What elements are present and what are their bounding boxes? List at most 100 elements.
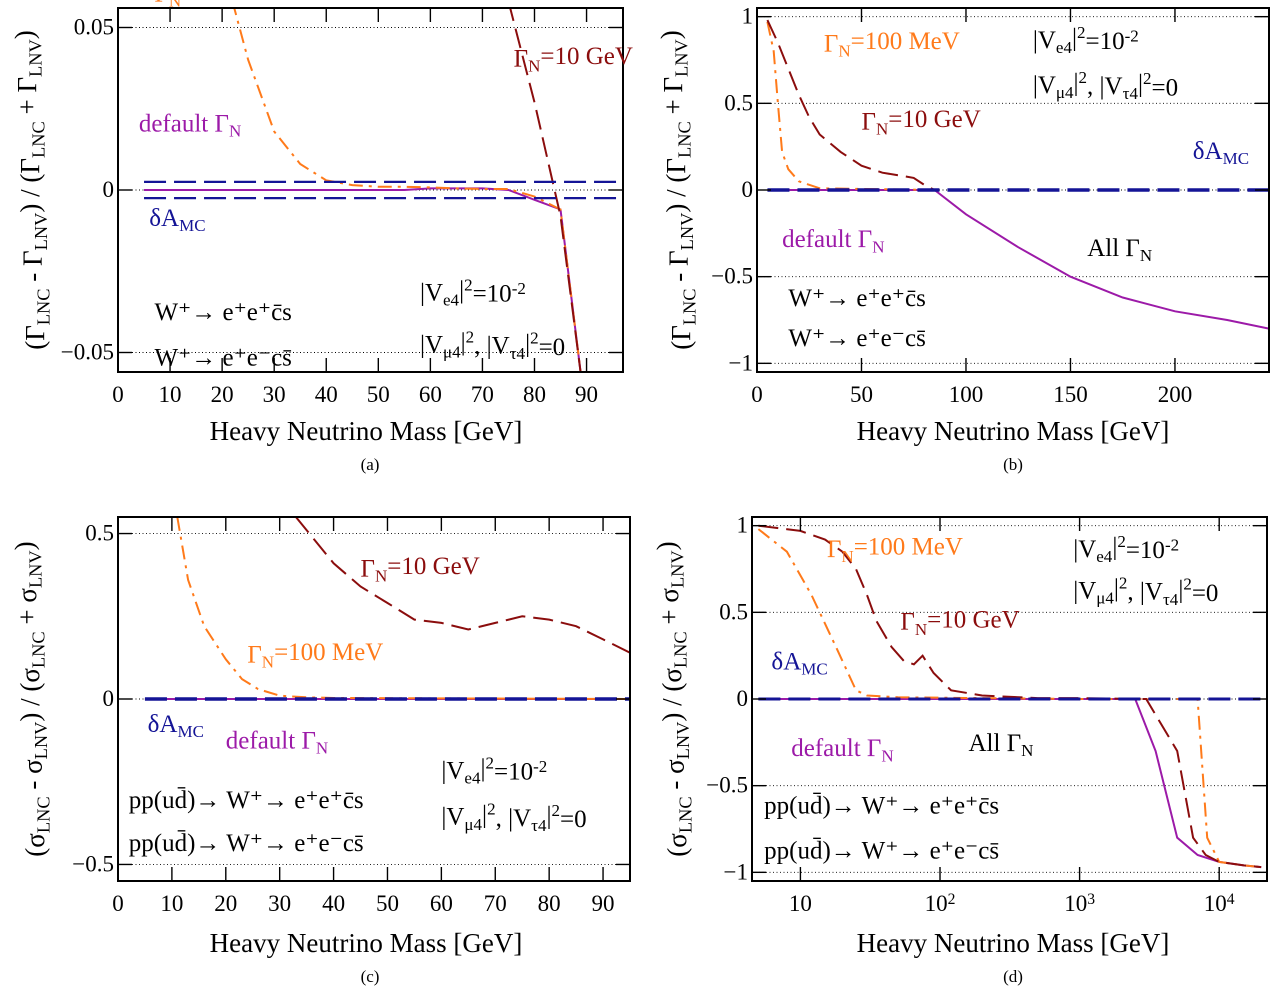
panel-caption: (d)	[1003, 967, 1023, 986]
plot-area	[144, 517, 630, 701]
y-tick-label: −0.05	[61, 340, 114, 365]
annotation-label: ΓN​=100 MeV	[827, 533, 963, 566]
annotation-label: |Ve4​|2​=10-2​	[441, 753, 547, 787]
annotation-label: |Ve4​|2​=10-2​	[1033, 23, 1139, 57]
annotation-label: ΓN​=100 MeV	[824, 28, 960, 61]
x-tick-label: 50	[376, 891, 399, 916]
y-axis-title: (ΓLNC​ - ΓLNV​) / (ΓLNC​ + ΓLNV​)	[656, 30, 700, 350]
annotation-label: pp(ud̄)→ W⁺→ e⁺e⁻cs̄	[764, 837, 999, 865]
annotation-label: default ΓN​	[226, 728, 328, 758]
y-tick-label: 1	[742, 4, 754, 29]
x-tick-label: 50	[367, 382, 390, 407]
x-axis-title: Heavy Neutrino Mass [GeV]	[210, 928, 523, 958]
series-line	[295, 517, 630, 654]
x-tick-label: 70	[471, 382, 494, 407]
plot-area	[144, 8, 623, 372]
series-line	[766, 19, 936, 191]
x-axis-title: Heavy Neutrino Mass [GeV]	[857, 928, 1170, 958]
x-tick-label: 90	[575, 382, 598, 407]
annotation-label: δAMC​	[149, 205, 205, 235]
x-axis-title: Heavy Neutrino Mass [GeV]	[210, 416, 523, 446]
y-axis-title: (σLNC​ - σLNV​) / (σLNC​ + σLNV​)	[652, 541, 696, 856]
x-tick-label: 40	[322, 891, 345, 916]
panel-caption: (c)	[361, 967, 380, 986]
annotation-label: δAMC​	[771, 649, 827, 679]
x-tick-label: 50	[850, 382, 873, 407]
y-tick-label: −0.5	[706, 773, 748, 798]
plot-area	[757, 524, 1267, 869]
annotation-label: ΓN​=10 GeV	[900, 606, 1019, 639]
annotation-label: ΓN​=10 GeV	[514, 43, 633, 76]
series-line	[758, 524, 1262, 869]
x-tick-label: 102​	[925, 891, 956, 916]
annotation-label: pp(ud̄)→ W⁺→ e⁺e⁻cs̄	[129, 830, 364, 858]
annotation-label: default ΓN​	[139, 111, 241, 141]
x-tick-label: 10	[159, 382, 182, 407]
annotation-label: ΓN​=10 GeV	[861, 106, 980, 139]
y-tick-label: 0.05	[74, 15, 114, 40]
x-axis-title: Heavy Neutrino Mass [GeV]	[857, 416, 1170, 446]
panel-c: 0 10 20 30 40 50 60 70 80 90 −0.5 0 0.5 Heavy Neutrin…	[10, 516, 631, 986]
series-line	[766, 21, 935, 191]
x-tick-label: 10	[160, 891, 183, 916]
x-tick-label: 80	[538, 891, 561, 916]
x-tick-label: 103​	[1064, 891, 1095, 916]
annotation-label: ΓN​=100 MeV	[247, 639, 383, 672]
annotation-label: |Vμ4​|2​, |Vτ4​|2​=0	[441, 800, 586, 835]
x-tick-label: 80	[523, 382, 546, 407]
panel-a: 0 10 20 30 40 50 60 70 80 90 −0.05 0 0.05 Heavy Neutr…	[10, 0, 633, 474]
y-tick-label: 0	[742, 177, 754, 202]
y-tick-label: 0.5	[85, 521, 114, 546]
x-tick-label: 30	[263, 382, 286, 407]
panel-d: 10 102​ 103​ 104​ −1 −0.5 0 0.5 1 Heavy Neutrino …	[652, 513, 1268, 986]
annotation-label: All ΓN​	[969, 730, 1034, 760]
y-tick-label: 1	[737, 513, 749, 538]
x-tick-label: 0	[112, 382, 124, 407]
annotation-label: |Ve4​|2​=10-2​	[1073, 532, 1179, 566]
x-tick-label: 30	[268, 891, 291, 916]
plot-area	[766, 19, 1269, 330]
y-tick-label: −1	[724, 859, 748, 884]
x-tick-label: 100	[949, 382, 984, 407]
annotation-label: default ΓN​	[782, 226, 884, 256]
x-tick-label: 150	[1053, 382, 1088, 407]
series-line	[176, 517, 630, 700]
x-tick-label: 10	[789, 891, 812, 916]
y-tick-label: −0.5	[711, 264, 753, 289]
y-tick-label: 0	[737, 686, 749, 711]
panel-caption: (b)	[1003, 455, 1023, 474]
series-line	[757, 528, 1262, 869]
annotation-label: δAMC​	[1193, 138, 1249, 168]
series-line	[233, 8, 582, 372]
annotation-label: default ΓN​	[791, 735, 893, 765]
x-tick-label: 60	[419, 382, 442, 407]
x-tick-label: 90	[592, 891, 615, 916]
y-tick-label: −1	[729, 350, 753, 375]
y-axis-title: (ΓLNC​ - ΓLNV​) / (ΓLNC​ + ΓLNV​)	[10, 30, 54, 350]
annotation-label: All ΓN​	[1087, 235, 1152, 265]
y-tick-label: −0.5	[72, 851, 114, 876]
y-tick-label: 0.5	[719, 599, 748, 624]
y-axis-title: (σLNC​ - σLNV​) / (σLNC​ + σLNV​)	[10, 541, 54, 856]
x-tick-label: 0	[751, 382, 763, 407]
panel-b: 0 50 100 150 200 −1 −0.5 0 0.5 1 Heavy Neutrino Ma…	[656, 4, 1270, 474]
annotation-label: |Ve4​|2​=10-2​	[420, 275, 526, 309]
annotation-label: |Vμ4​|2​, |Vτ4​|2​=0	[1033, 68, 1178, 103]
y-tick-label: 0	[103, 686, 115, 711]
annotation-label: ΓN​=100 MeV	[154, 0, 290, 11]
annotation-label: pp(ud̄)→ W⁺→ e⁺e⁺c̄s	[129, 787, 364, 815]
panel-caption: (a)	[361, 455, 380, 474]
annotation-label: pp(ud̄)→ W⁺→ e⁺e⁺c̄s	[764, 792, 999, 820]
x-tick-label: 20	[211, 382, 234, 407]
x-tick-label: 200	[1158, 382, 1193, 407]
x-tick-label: 0	[112, 891, 124, 916]
annotation-label: ΓN​=10 GeV	[361, 553, 480, 586]
y-tick-label: 0.5	[724, 90, 753, 115]
annotation-label: W⁺→ e⁺e⁺c̄s	[154, 299, 291, 326]
x-tick-label: 40	[315, 382, 338, 407]
annotation-label: |Vμ4​|2​, |Vτ4​|2​=0	[1073, 573, 1218, 608]
x-tick-label: 104​	[1204, 891, 1235, 916]
annotation-label: δAMC​	[148, 711, 204, 741]
x-tick-label: 70	[484, 891, 507, 916]
